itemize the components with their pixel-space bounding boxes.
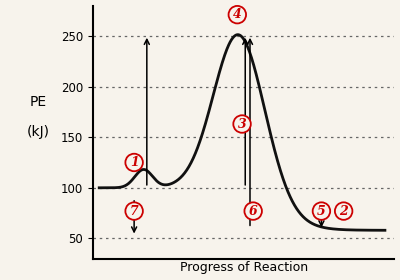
Text: 4: 4	[233, 8, 242, 21]
Text: 2: 2	[339, 205, 348, 218]
Text: 3: 3	[238, 118, 246, 130]
Text: (kJ): (kJ)	[27, 125, 50, 139]
Text: PE: PE	[30, 95, 47, 109]
Text: 1: 1	[130, 156, 138, 169]
Text: 6: 6	[249, 205, 258, 218]
X-axis label: Progress of Reaction: Progress of Reaction	[180, 262, 308, 274]
Text: 7: 7	[130, 205, 138, 218]
Text: 5: 5	[317, 205, 326, 218]
